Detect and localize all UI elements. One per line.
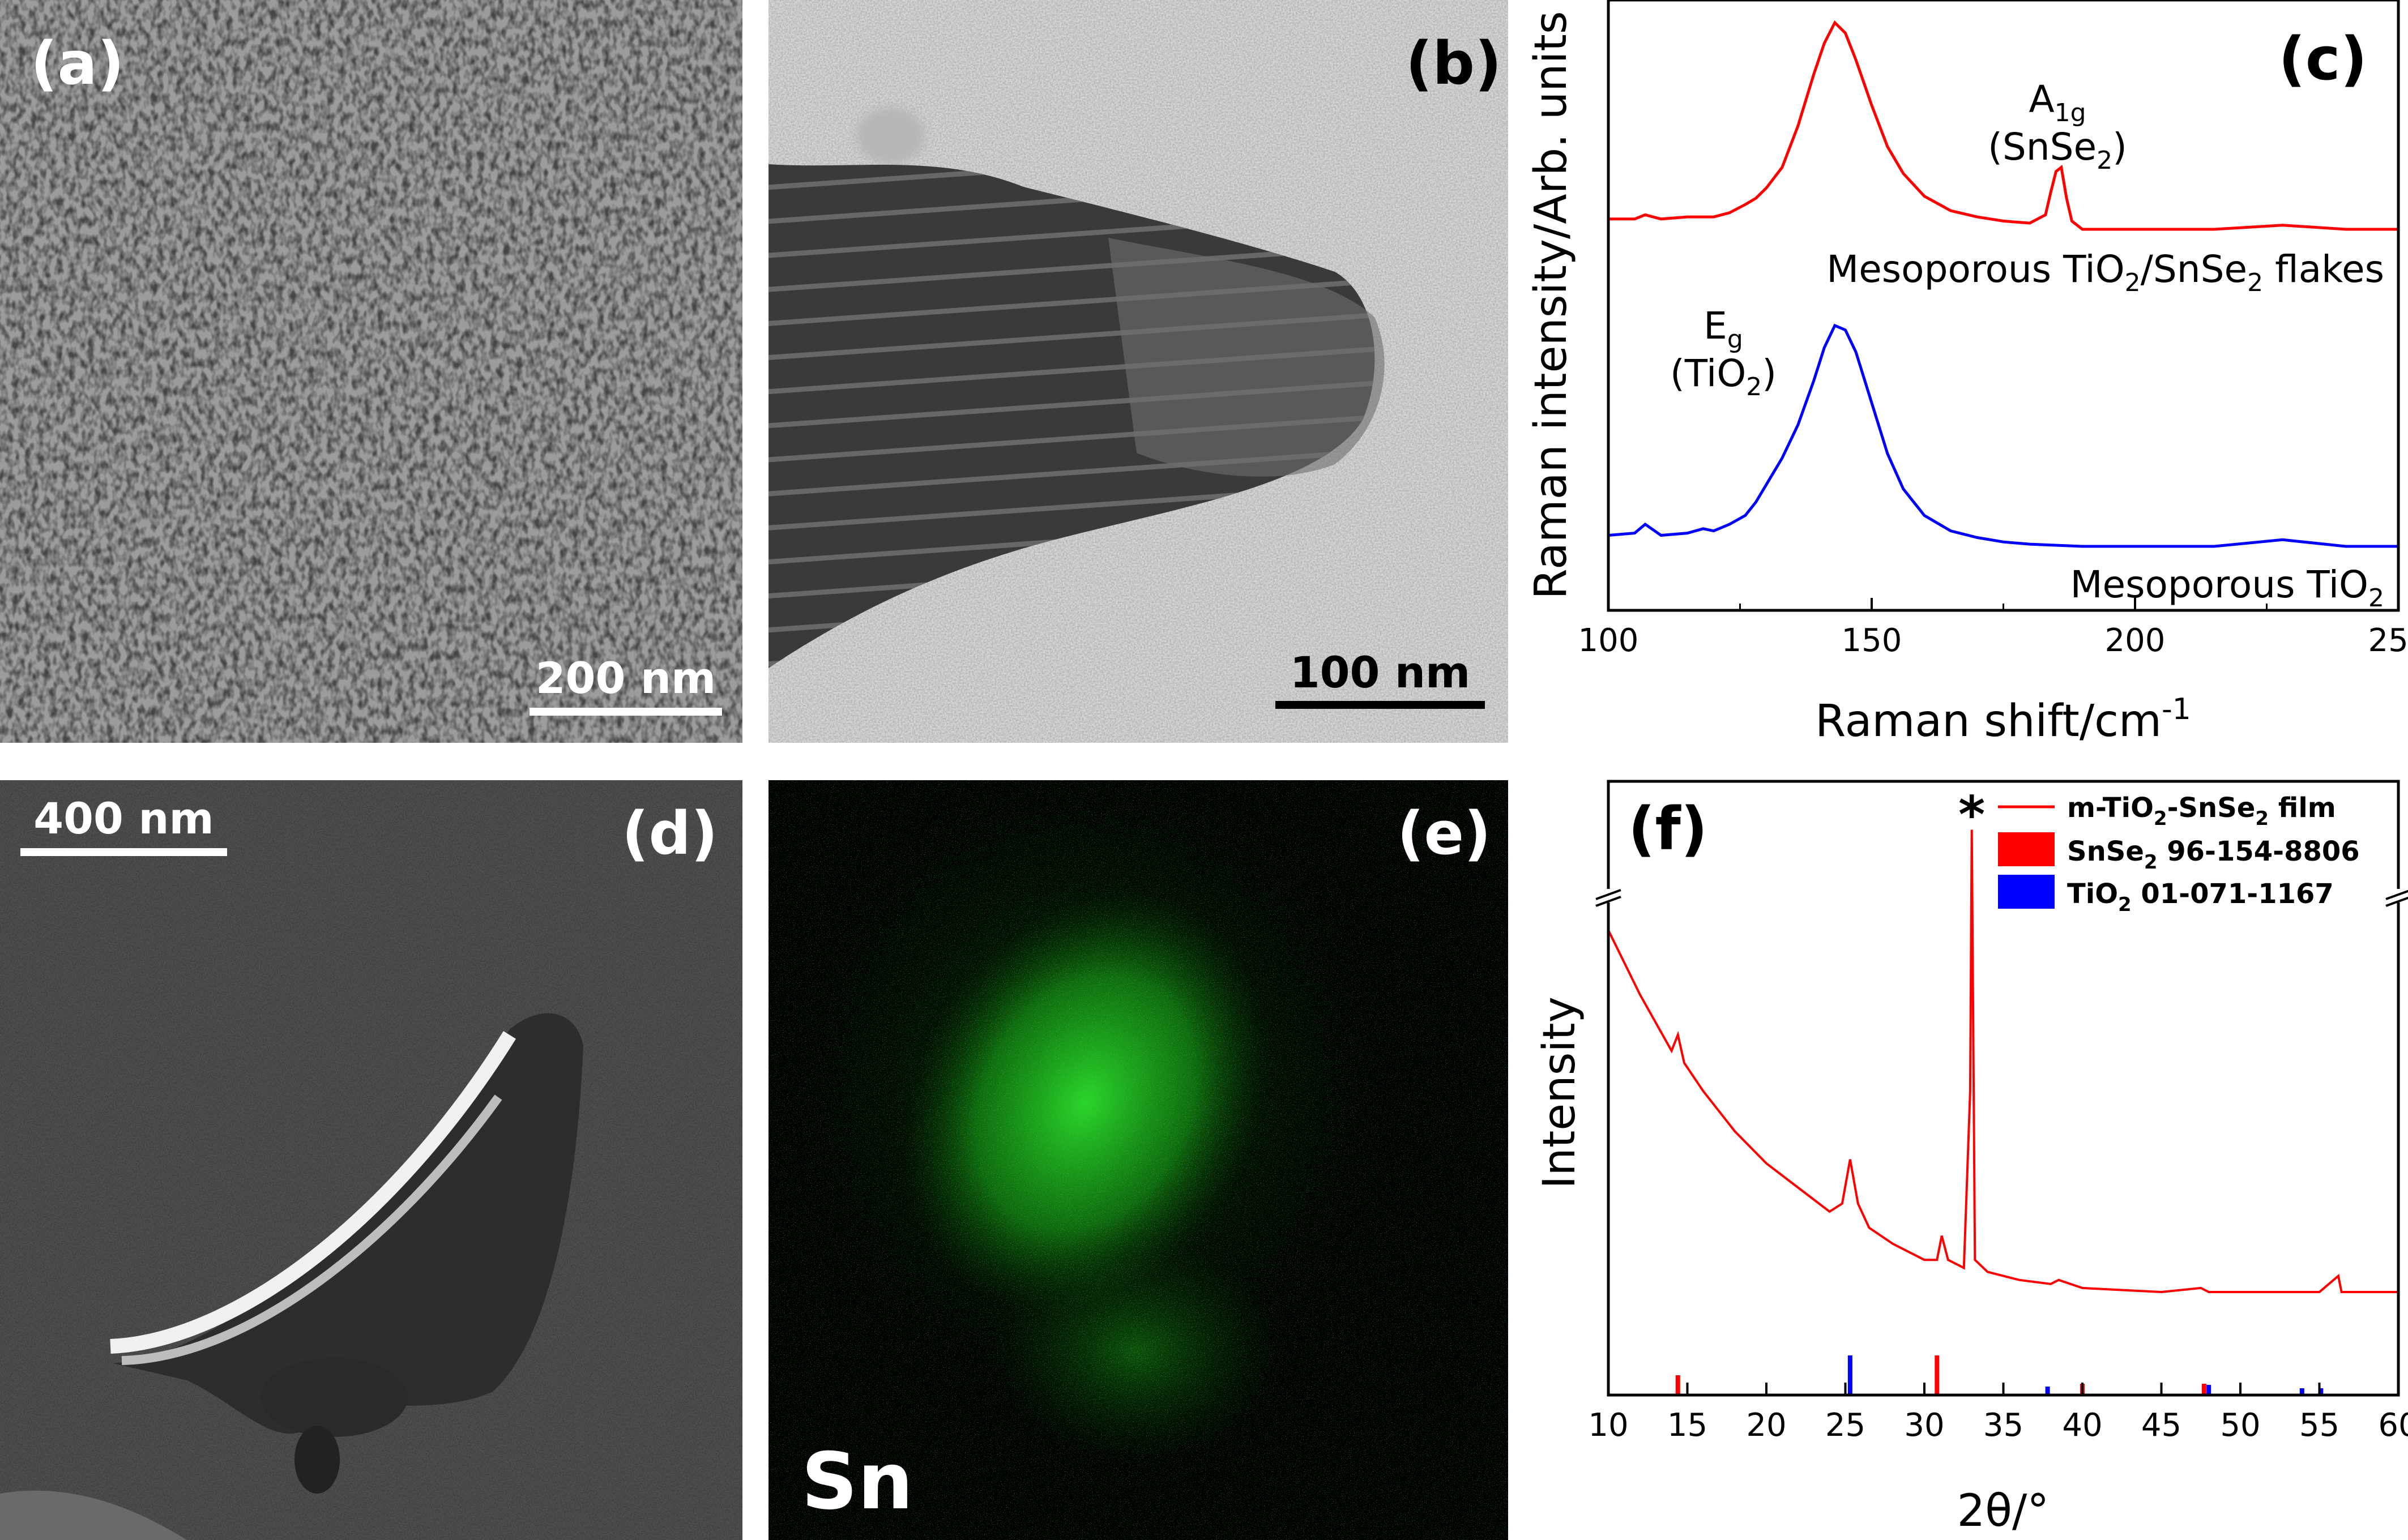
- legend-label-snse2: SnSe2 96-154-8806: [2067, 836, 2360, 874]
- xrd-chart: 10 15 20 25 30 35 40 45 50 55 60 (f) * m-TiO2-SnSe…: [1534, 780, 2408, 1537]
- panel-label-b: (b): [1406, 29, 1502, 98]
- raman-chart: 100 150 200 250 (c) Raman shift/cm-1 Raman …: [1526, 0, 2408, 747]
- annotation-snse2: (SnSe2): [1988, 125, 2127, 175]
- xrd-x-tick-label: 25: [1825, 1407, 1865, 1444]
- tem-blob: [856, 108, 924, 164]
- y-axis-break-left: [1595, 889, 1621, 907]
- legend-label-film: m-TiO2-SnSe2 film: [2067, 792, 2336, 830]
- panel-b-tem-image: (b) 100 nm: [768, 0, 1508, 743]
- xrd-x-tick-label: 15: [1667, 1407, 1707, 1444]
- xrd-x-tick-label: 20: [1746, 1407, 1786, 1444]
- xrd-x-tick-label: 60: [2378, 1407, 2408, 1444]
- xrd-x-tick-label: 50: [2220, 1407, 2260, 1444]
- sem-flake-image: [0, 780, 742, 1540]
- y-axis-break-right: [2385, 889, 2408, 907]
- xrd-x-tick-label: 45: [2141, 1407, 2181, 1444]
- xrd-axis-frame: [1607, 780, 2400, 1397]
- annotation-tio2: (TiO2): [1670, 352, 1777, 401]
- xrd-x-tick-label: 55: [2299, 1407, 2339, 1444]
- label-tio2-snse2-flakes: Mesoporous TiO2/SnSe2 flakes: [1826, 247, 2384, 297]
- xrd-x-tick-label: 40: [2062, 1407, 2102, 1444]
- raman-y-axis-label: Raman intensity/Arb. units: [1526, 11, 1577, 599]
- scale-bar-d: [20, 848, 227, 856]
- legend-label-tio2: TiO2 01-071-1167: [2067, 878, 2334, 916]
- scale-bar-b: [1275, 701, 1485, 709]
- tem-flake-edge: [1108, 238, 1385, 477]
- scale-bar-label-b: 100 nm: [1290, 647, 1471, 698]
- annotation-a1g: A1g: [2029, 78, 2086, 127]
- legend-block-tio2: [1998, 875, 2055, 909]
- tem-mesoporous-flake: [768, 0, 1508, 743]
- raman-x-tick-label: 150: [1842, 622, 1902, 659]
- xrd-x-tick-label: 35: [1983, 1407, 2023, 1444]
- annotation-eg: Eg: [1703, 304, 1743, 354]
- flake-pit: [261, 1358, 408, 1437]
- raman-series-tio2-snse2: [1608, 20, 2398, 231]
- scale-bar-a: [530, 708, 722, 716]
- panel-label-a: (a): [31, 29, 125, 98]
- xrd-series-film: [1607, 829, 2398, 1294]
- panel-a-sem-image: (a) 200 nm: [0, 0, 742, 743]
- label-mesoporous-tio2: Mesoporous TiO2: [2070, 563, 2384, 613]
- eds-element-label: Sn: [801, 1436, 913, 1527]
- flake-edge-2: [121, 1094, 502, 1365]
- flake-pit-2: [294, 1426, 340, 1494]
- scale-bar-label-a: 200 nm: [535, 653, 716, 703]
- eds-sn-map: [768, 780, 1508, 1540]
- scale-bar-label-d: 400 nm: [33, 793, 214, 844]
- panel-label-f: (f): [1628, 794, 1707, 863]
- raman-x-axis-label: Raman shift/cm-1: [1815, 692, 2191, 747]
- raman-x-tick-label: 200: [2105, 622, 2166, 659]
- panel-d-sem-image: 400 nm (d): [0, 780, 742, 1540]
- legend-block-snse2: [1998, 832, 2055, 866]
- peak-marker-star: *: [1958, 785, 1985, 845]
- xrd-legend: m-TiO2-SnSe2 film SnSe2 96-154-8806 TiO2…: [1998, 792, 2360, 916]
- panel-label-d: (d): [622, 799, 718, 868]
- panel-e-eds-map: (e) Sn: [768, 780, 1508, 1540]
- sem-porous-texture: [0, 0, 742, 743]
- xrd-x-axis-label: 2θ/°: [1957, 1486, 2050, 1537]
- bottom-fragment: [0, 1490, 187, 1540]
- panel-label-e: (e): [1397, 799, 1491, 868]
- raman-x-tick-label: 100: [1578, 622, 1639, 659]
- raman-series-tio2: [1608, 323, 2398, 548]
- xrd-x-tick-label: 10: [1588, 1407, 1628, 1444]
- panel-label-c: (c): [2278, 24, 2367, 93]
- xrd-x-tick-label: 30: [1904, 1407, 1944, 1444]
- flake-bright-edge: [110, 1031, 516, 1354]
- raman-x-tick-label: 250: [2368, 622, 2408, 659]
- xrd-y-axis-label: Intensity: [1534, 996, 1585, 1189]
